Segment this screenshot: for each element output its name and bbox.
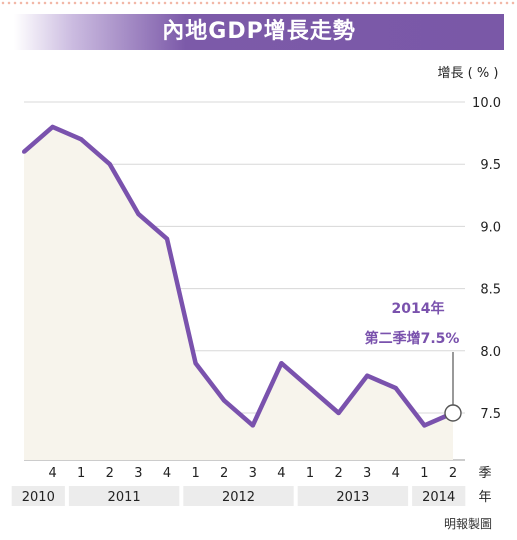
data-point (50, 124, 55, 129)
quarter-tick-label: 3 (249, 466, 257, 481)
title-bar: 內地GDP增長走勢 (14, 14, 504, 50)
area-fill (24, 126, 453, 461)
annotation-line-1: 2014年 (392, 300, 445, 317)
year-band (412, 486, 466, 506)
x-axis-label: 季 (478, 466, 491, 481)
data-point (107, 162, 112, 167)
y-tick-label: 8.5 (480, 283, 501, 298)
source-credit: 明報製圖 (444, 517, 492, 531)
quarter-tick-label: 2 (220, 466, 228, 481)
quarter-tick-label: 1 (420, 466, 428, 481)
series-line (22, 124, 454, 428)
year-label: 2014 (422, 490, 455, 505)
annotation-line-2: 第二季增7.5% (365, 330, 460, 347)
chart-title: 內地GDP增長走勢 (162, 19, 356, 44)
data-point (365, 373, 370, 378)
year-axis-label: 年 (478, 490, 491, 505)
year-label: 2012 (222, 490, 255, 505)
quarter-tick-label: 3 (363, 466, 371, 481)
data-point (193, 361, 198, 366)
y-tick-label: 9.5 (480, 158, 501, 173)
data-point (165, 236, 169, 241)
data-point (336, 411, 341, 415)
quarter-tick-label: 2 (449, 466, 457, 481)
year-label: 2010 (22, 490, 55, 505)
year-label: 2013 (336, 490, 369, 505)
quarter-tick-label: 4 (163, 466, 171, 481)
year-band (183, 486, 294, 506)
quarter-tick-label: 4 (277, 466, 285, 481)
data-point (222, 398, 227, 403)
annotation-circle (444, 404, 462, 422)
dotted-top-border (0, 0, 517, 6)
data-point (22, 149, 26, 154)
year-band (11, 486, 65, 506)
year-band (68, 486, 180, 506)
quarter-tick-label: 2 (334, 466, 342, 481)
data-point (250, 423, 255, 428)
y-axis-label: 增長 ( % ) (438, 66, 499, 81)
quarter-tick-label: 2 (106, 466, 114, 481)
year-label: 2011 (108, 490, 141, 505)
y-tick-label: 9.0 (480, 220, 501, 235)
year-band (297, 486, 409, 506)
data-point (308, 386, 312, 391)
quarter-tick-label: 3 (134, 466, 142, 481)
y-tick-label: 7.5 (480, 407, 501, 422)
quarter-tick-label: 1 (306, 466, 314, 481)
data-point (279, 361, 284, 366)
data-point (79, 137, 84, 142)
quarter-tick-label: 4 (48, 466, 56, 481)
quarter-tick-label: 4 (392, 466, 400, 481)
data-point (422, 423, 427, 428)
quarter-tick-label: 1 (77, 466, 85, 481)
quarter-tick-label: 1 (191, 466, 199, 481)
data-point (136, 211, 141, 216)
y-tick-label: 10.0 (472, 96, 501, 111)
data-point (393, 386, 398, 391)
y-tick-label: 8.0 (480, 345, 501, 360)
